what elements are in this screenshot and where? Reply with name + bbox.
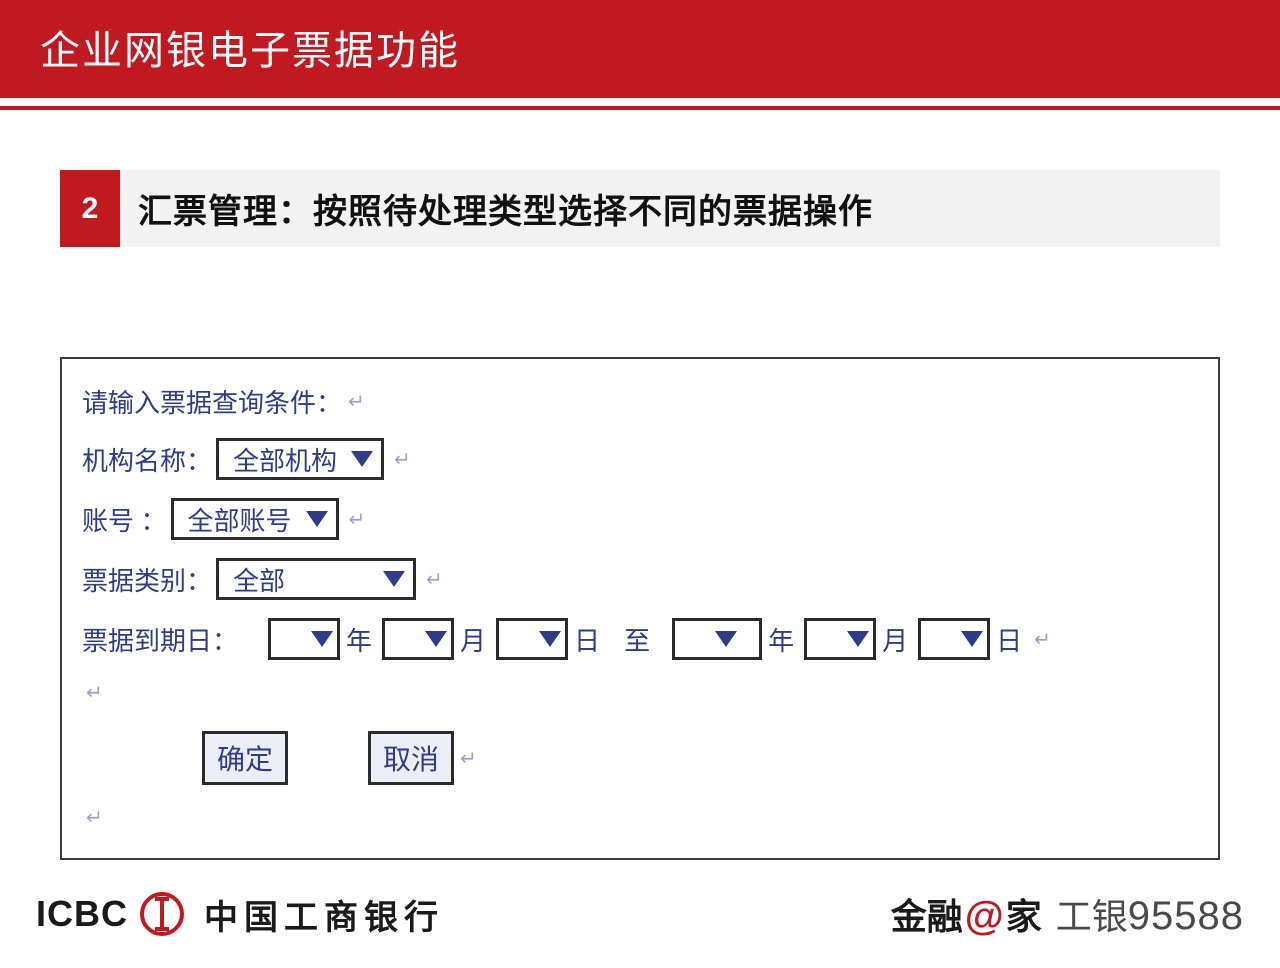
footer-slogan-b: 家 <box>1006 888 1042 940</box>
line-break-mark: ↵ <box>394 447 411 472</box>
to-day-dropdown[interactable] <box>918 618 990 660</box>
section-number-badge: 2 <box>60 170 120 247</box>
line-break-mark: ↵ <box>86 805 1198 830</box>
due-date-label: 票据到期日： <box>82 621 238 658</box>
cancel-button[interactable]: 取消 <box>368 731 454 785</box>
chevron-down-icon <box>539 631 561 647</box>
from-day-dropdown[interactable] <box>496 618 568 660</box>
bill-type-label: 票据类别： <box>82 561 212 598</box>
line-break-mark: ↵ <box>426 567 443 592</box>
from-year-dropdown[interactable] <box>268 618 340 660</box>
chevron-down-icon <box>306 511 328 527</box>
to-year-dropdown[interactable] <box>672 618 762 660</box>
unit-month: 月 <box>882 621 908 658</box>
from-month-dropdown[interactable] <box>382 618 454 660</box>
org-dropdown[interactable]: 全部机构 <box>216 438 384 480</box>
account-dropdown[interactable]: 全部账号 <box>171 498 339 540</box>
confirm-button[interactable]: 确定 <box>202 731 288 785</box>
page-title: 企业网银电子票据功能 <box>40 29 460 73</box>
line-break-mark: ↵ <box>1034 627 1051 652</box>
chevron-down-icon <box>425 631 447 647</box>
chevron-down-icon <box>847 631 869 647</box>
line-break-mark: ↵ <box>349 507 366 532</box>
chevron-down-icon <box>715 631 737 647</box>
section-title: 汇票管理：按照待处理类型选择不同的票据操作 <box>120 170 1220 247</box>
line-break-mark: ↵ <box>460 746 477 771</box>
chevron-down-icon <box>351 451 373 467</box>
header-divider <box>0 106 1280 110</box>
chevron-down-icon <box>311 631 333 647</box>
line-break-mark: ↵ <box>86 680 1198 705</box>
bill-type-dropdown-value: 全部 <box>233 561 285 598</box>
icbc-logo-icon <box>140 892 184 936</box>
footer-hotline-number: 95588 <box>1128 894 1244 939</box>
unit-month: 月 <box>460 621 486 658</box>
org-dropdown-value: 全部机构 <box>233 441 337 478</box>
footer: ICBC 中国工商银行 金融 @ 家 工银 95588 <box>0 888 1280 940</box>
account-dropdown-value: 全部账号 <box>188 501 292 538</box>
footer-hotline-label: 工银 <box>1056 888 1128 940</box>
query-form-panel: 请输入票据查询条件： ↵ 机构名称： 全部机构 ↵ 账号 ： 全部账号 ↵ 票据… <box>60 357 1220 860</box>
page-header: 企业网银电子票据功能 <box>0 0 1280 98</box>
unit-year: 年 <box>768 621 794 658</box>
icbc-logo-text: ICBC <box>36 893 128 935</box>
chevron-down-icon <box>383 571 405 587</box>
org-label: 机构名称： <box>82 441 212 478</box>
bill-type-dropdown[interactable]: 全部 <box>216 558 416 600</box>
footer-brand-left: ICBC 中国工商银行 <box>36 890 444 939</box>
footer-brand-right: 金融 @ 家 工银 95588 <box>891 888 1244 940</box>
unit-day: 日 <box>996 621 1022 658</box>
chevron-down-icon <box>961 631 983 647</box>
account-label: 账号 ： <box>82 501 167 538</box>
footer-slogan-a: 金融 <box>891 888 963 940</box>
date-range-to: 至 <box>624 621 650 658</box>
line-break-mark: ↵ <box>348 389 365 414</box>
unit-year: 年 <box>346 621 372 658</box>
form-prompt: 请输入票据查询条件： <box>82 383 342 420</box>
section-heading: 2 汇票管理：按照待处理类型选择不同的票据操作 <box>60 170 1220 247</box>
at-icon: @ <box>965 894 1004 939</box>
icbc-name-cn: 中国工商银行 <box>204 890 444 939</box>
to-month-dropdown[interactable] <box>804 618 876 660</box>
unit-day: 日 <box>574 621 600 658</box>
